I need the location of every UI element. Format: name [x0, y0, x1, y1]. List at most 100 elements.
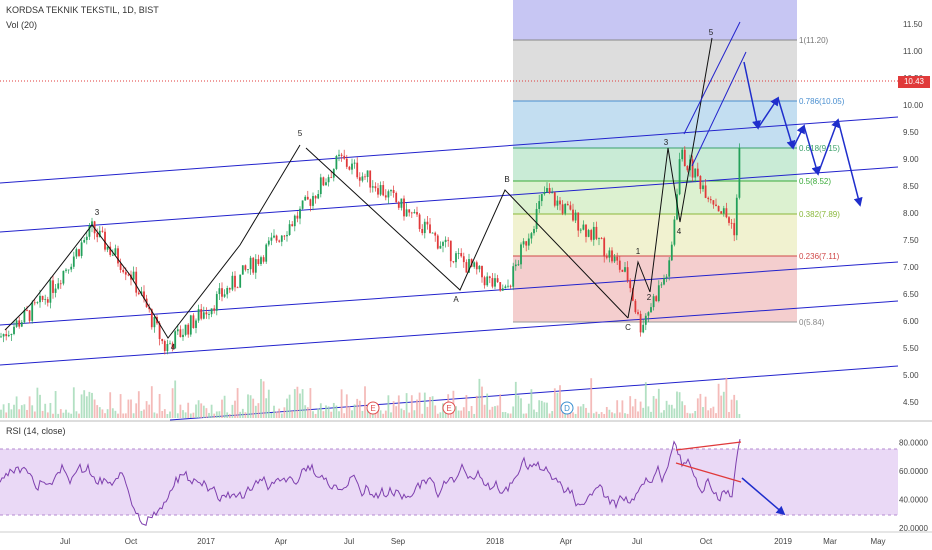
volume-bar [293, 389, 296, 418]
channel-line-3 [0, 261, 899, 326]
event-markers[interactable]: E E D [366, 401, 574, 415]
volume-bar [382, 413, 385, 418]
fib-level-label: 0.786(10.05) [799, 97, 845, 106]
wave-label: C [625, 323, 631, 332]
candle-body [717, 206, 720, 212]
volume-bar [540, 400, 543, 418]
channel-line-2 [0, 166, 899, 233]
volume-bar [57, 413, 60, 418]
candle-body [75, 249, 78, 257]
candle-body [725, 208, 728, 218]
volume-bar [13, 404, 15, 418]
candle-body [647, 312, 650, 316]
volume-bar [335, 405, 338, 418]
volume-bar [491, 406, 494, 418]
fib-level-label: 0(5.84) [799, 318, 825, 327]
candle-body [595, 226, 598, 239]
candle-body [512, 266, 515, 287]
candle-body [709, 199, 712, 201]
volume-bar [187, 402, 190, 418]
candle-body [644, 315, 647, 325]
volume-bar [624, 413, 626, 418]
candle-body [626, 267, 629, 281]
price-tick-label: 8.50 [903, 182, 919, 191]
candle-body [418, 214, 421, 230]
event-marker-d-label: D [564, 404, 570, 413]
candle-body [257, 259, 260, 265]
candle-body [694, 168, 697, 178]
candle-body [587, 230, 590, 237]
volume-bar [426, 406, 429, 418]
candle-body [275, 235, 278, 241]
candlesticks[interactable] [0, 143, 741, 355]
time-axis[interactable]: Jul Oct 2017 Apr Jul Sep 2018 Apr Jul Oct 2019 Mar M… [60, 537, 886, 546]
volume-bar [114, 410, 117, 418]
volume-bar [153, 412, 156, 418]
volume-bar [481, 386, 483, 418]
event-marker-e1[interactable] [366, 401, 380, 415]
rsi-indicator-label: RSI (14, close) [6, 426, 66, 436]
time-tick-label: Mar [823, 537, 837, 546]
volume-bar [582, 404, 585, 418]
candle-body [236, 287, 239, 289]
volume-bar [130, 399, 132, 418]
event-marker-d[interactable] [560, 401, 574, 415]
candle-body [686, 166, 689, 171]
fib-zone-1-786 [513, 40, 797, 101]
volume-bar [501, 412, 504, 418]
volume-bar [5, 412, 8, 418]
candle-body [358, 177, 361, 181]
candle-body [605, 256, 608, 258]
candle-body [395, 192, 398, 203]
candle-body [491, 278, 494, 287]
candle-body [377, 188, 379, 195]
candle-body [592, 226, 595, 240]
volume-bar [725, 377, 728, 418]
elliott-wave-lines[interactable] [4, 21, 747, 339]
candle-body [462, 256, 465, 263]
candle-body [572, 209, 574, 221]
candle-body [460, 253, 463, 257]
volume-bar [78, 413, 80, 418]
candle-body [566, 203, 569, 206]
candle-body [122, 269, 125, 273]
price-tick-label: 6.00 [903, 317, 919, 326]
candle-body [148, 307, 151, 310]
candle-body [176, 329, 179, 332]
candle-body [634, 300, 637, 313]
volume-bar [590, 378, 593, 418]
rsi-pane[interactable]: 80.0000 60.0000 40.0000 20.0000 [0, 438, 928, 533]
volume-bar [559, 385, 561, 418]
volume-bar [400, 408, 403, 418]
volume-bar [319, 403, 322, 418]
candle-body [569, 205, 572, 210]
volume-bar [270, 412, 273, 418]
wave-label: 3 [95, 208, 100, 217]
candle-body [304, 196, 307, 201]
time-tick-label: Sep [391, 537, 406, 546]
fibonacci-retracement[interactable]: 1(11.20) 0.786(10.05) 0.618(9.15) 0.5(8.52)… [513, 0, 845, 327]
candle-body [426, 221, 429, 225]
volume-bar [608, 409, 611, 418]
candle-body [78, 249, 80, 256]
candle-body [608, 250, 611, 258]
candle-body [655, 296, 658, 302]
volume-bar [455, 406, 457, 418]
candle-body [509, 285, 512, 287]
candle-body [468, 259, 470, 273]
wave-label: 3 [664, 138, 669, 147]
volume-bar [629, 396, 632, 418]
volume-bar [85, 396, 88, 418]
volume-bar [309, 388, 312, 418]
forecast-path[interactable] [743, 61, 863, 207]
volume-bar [429, 396, 431, 418]
candle-body [600, 238, 603, 239]
candle-body [514, 264, 517, 267]
event-marker-e2[interactable] [442, 401, 456, 415]
candle-body [403, 198, 405, 217]
candle-body [252, 257, 255, 273]
volume-bar [26, 409, 28, 418]
volume-bar [343, 413, 346, 418]
candle-body [70, 266, 73, 270]
